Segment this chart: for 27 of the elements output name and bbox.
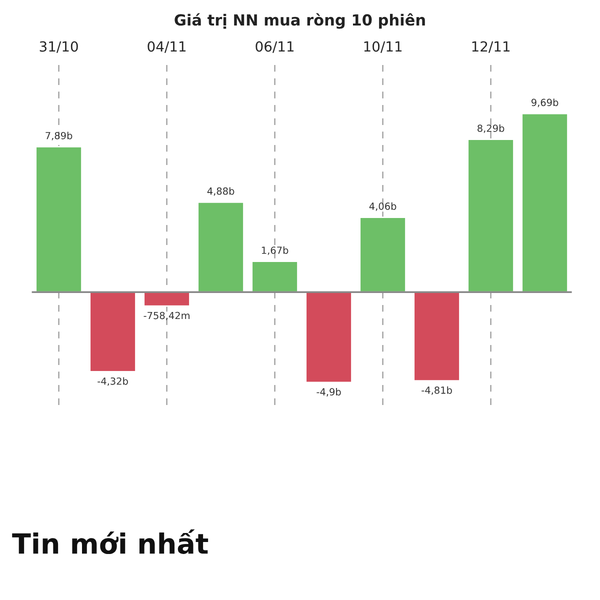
bar: [35, 146, 82, 293]
bar: [521, 112, 568, 293]
bar: [143, 291, 190, 307]
x-tick-label: 12/11: [472, 41, 510, 53]
data-label: -4,32b: [98, 377, 128, 386]
x-tick-label: 31/10: [40, 41, 78, 53]
x-tick-label: 04/11: [148, 41, 186, 53]
data-label: 4,06b: [369, 202, 396, 211]
data-label: 9,69b: [532, 98, 558, 108]
data-label: 7,89b: [46, 132, 72, 140]
data-label: -758,42m: [144, 312, 190, 320]
bar: [197, 202, 244, 293]
x-tick-label: 06/11: [256, 41, 294, 53]
chart-title: Giá trị NN mua ròng 10 phiên: [174, 13, 425, 29]
bar: [89, 291, 136, 372]
x-tick-label: 10/11: [364, 41, 402, 53]
data-label: -4,9b: [316, 388, 341, 396]
text: Tin mới nhất: [12, 529, 208, 554]
bar: [251, 260, 298, 293]
data-label: 8,29b: [478, 124, 504, 133]
data-label: 1,67b: [262, 246, 288, 255]
bar: [305, 291, 352, 384]
bar: [467, 138, 514, 293]
data-label: -4,81b: [422, 386, 452, 395]
bar: [413, 291, 460, 382]
bar: [359, 216, 406, 293]
data-label: 4,88b: [207, 187, 234, 196]
